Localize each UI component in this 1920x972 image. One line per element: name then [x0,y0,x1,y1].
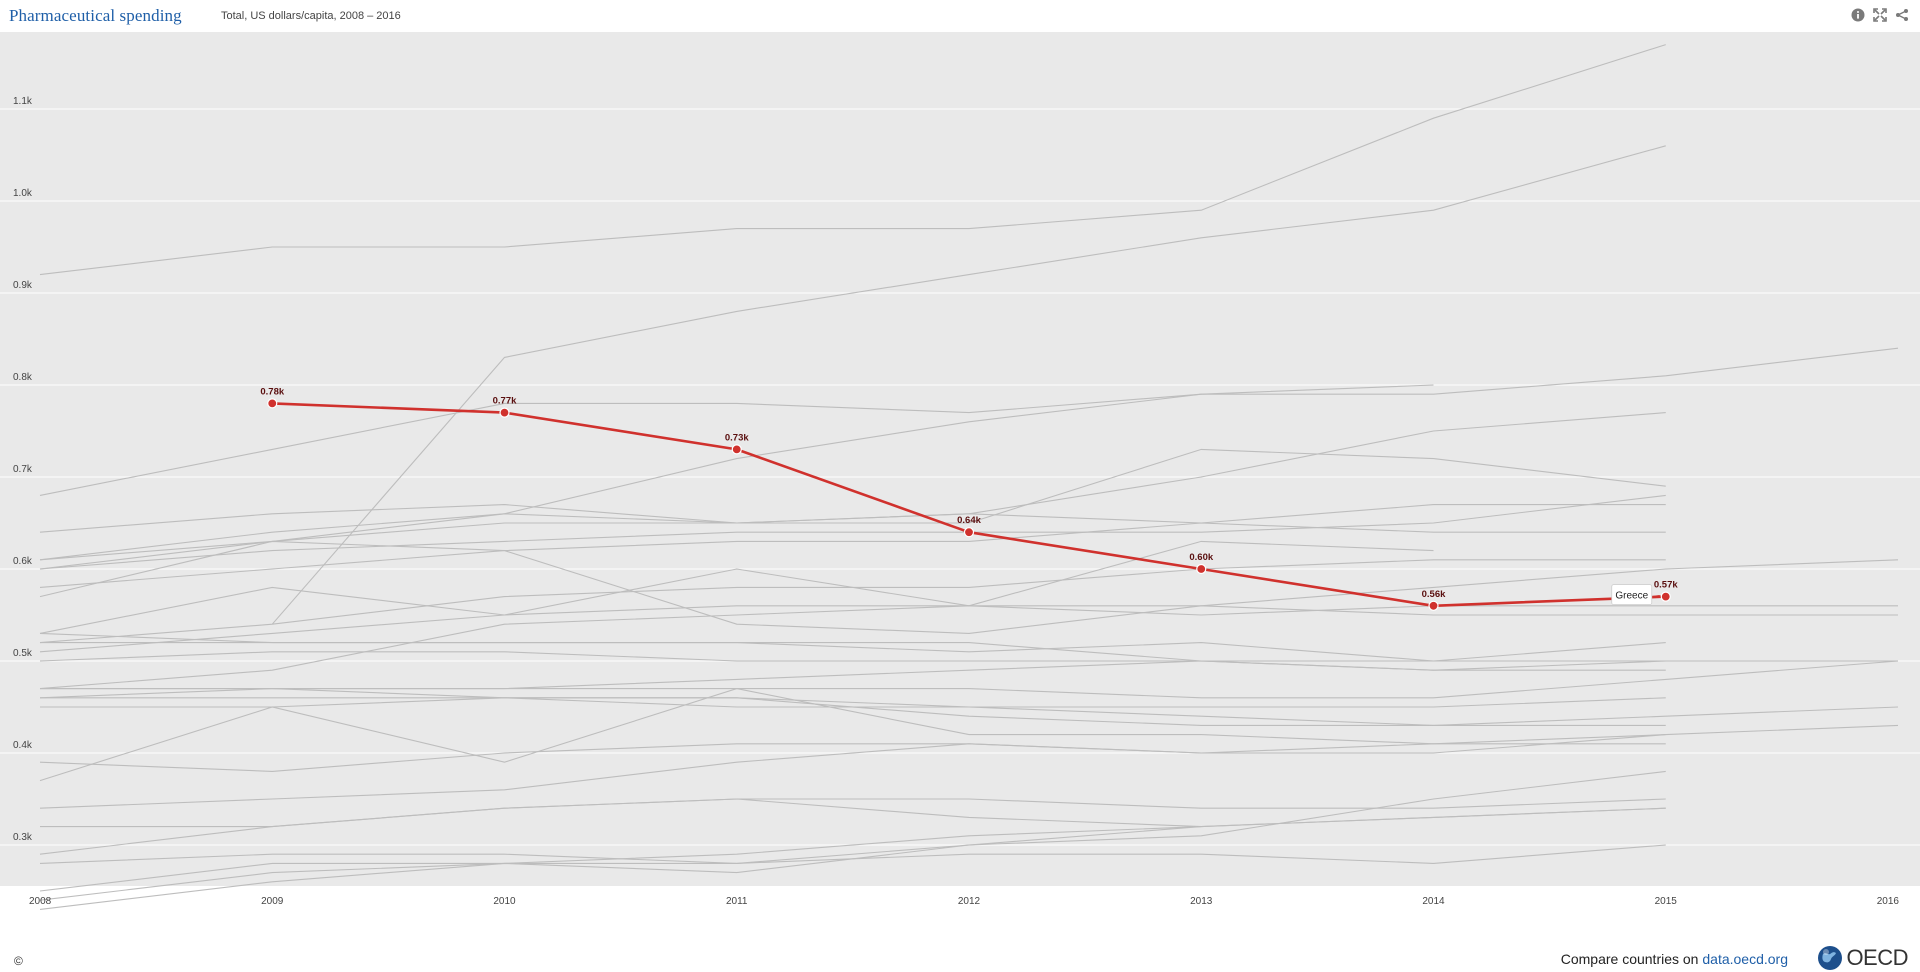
fullscreen-icon[interactable] [1872,7,1888,23]
y-tick-label: 0.5k [13,648,33,659]
chart-subtitle: Total, US dollars/capita, 2008 – 2016 [221,10,401,22]
series-line[interactable] [39,44,1666,276]
series-line[interactable] [39,347,1899,496]
data-label: 0.78k [260,386,284,397]
oecd-logo[interactable]: OECD [1817,945,1908,971]
header-toolbar [1850,7,1910,23]
info-icon[interactable] [1850,7,1866,23]
series-line[interactable] [39,448,1666,533]
highlight-point[interactable] [267,398,278,409]
y-tick-label: 0.9k [13,280,33,291]
x-tick-label: 2009 [261,896,284,907]
series-line[interactable] [39,688,1666,782]
data-label: 0.56k [1422,589,1446,600]
x-tick-label: 2013 [1190,896,1213,907]
series-line[interactable] [39,807,1666,901]
highlight-series: 0.78k 0.77k 0.73k 0.64k 0.60k 0.56k 0.57k Greec… [260,386,1678,611]
series-line[interactable] [40,697,1666,726]
y-tick-label: 1.1k [13,96,33,107]
series-line[interactable] [39,724,1899,809]
share-icon[interactable] [1894,7,1910,23]
data-label: 0.73k [725,432,749,443]
y-tick-label: 0.3k [13,832,33,843]
series-line[interactable] [39,770,1666,864]
highlight-point[interactable] [1428,600,1439,611]
x-tick-label: 2011 [726,896,748,907]
highlight-point[interactable] [499,407,510,418]
data-label: 0.64k [957,515,981,526]
line-chart: 0.3k 0.4k 0.5k 0.6k 0.7k 0.8k 0.9k 1.0k 1.1k 0.7… [0,32,1920,910]
y-tick-label: 0.7k [13,464,33,475]
series-line[interactable] [39,540,1434,634]
copyright-notice[interactable]: © [14,954,23,968]
chart-title: Pharmaceutical spending [9,6,182,25]
series-line[interactable] [39,559,1666,644]
y-tick-label: 0.6k [13,556,33,567]
data-label: 0.77k [493,396,517,407]
highlight-point[interactable] [731,444,742,455]
compare-countries: Compare countries on data.oecd.org [1561,951,1788,967]
highlight-point[interactable] [1660,591,1671,602]
series-line[interactable] [39,605,1898,690]
series-line[interactable] [39,826,1202,910]
x-tick-label: 2015 [1655,896,1678,907]
series-line[interactable] [271,145,1666,625]
series-line[interactable] [39,743,1666,772]
x-tick-label: 2016 [1877,896,1900,907]
oecd-wordmark: OECD [1846,945,1908,970]
series-line[interactable] [39,632,1898,662]
compare-prefix: Compare countries on [1560,951,1703,967]
x-axis-ticks: 2008 2009 2010 2011 2012 2013 2014 2015 2016 [29,896,1899,907]
x-tick-label: 2012 [958,896,981,907]
series-name-tag[interactable]: Greece [1611,584,1660,605]
x-tick-label: 2008 [29,896,52,907]
plot-area [0,32,1920,886]
y-tick-label: 1.0k [13,188,33,199]
x-tick-label: 2010 [493,896,516,907]
data-oecd-link[interactable]: data.oecd.org [1702,951,1788,967]
chart-footer: © Compare countries on data.oecd.org OEC… [0,944,1920,972]
highlight-point[interactable] [963,527,975,538]
data-label: 0.60k [1189,552,1213,563]
highlight-point[interactable] [1196,563,1207,575]
y-tick-label: 0.4k [13,740,33,751]
series-line[interactable] [39,494,1666,570]
y-tick-label: 0.8k [13,372,33,383]
x-tick-label: 2014 [1422,896,1445,907]
chart-header: Pharmaceutical spending Total, US dollar… [0,0,1920,32]
series-line[interactable] [39,540,1899,634]
background-series [39,44,1899,910]
series-line[interactable] [39,504,1666,561]
series-line[interactable] [40,697,1899,726]
series-line[interactable] [39,522,1666,588]
series-name-label: Greece [1615,591,1648,602]
globe-icon [1818,946,1843,970]
y-axis-ticks: 0.3k 0.4k 0.5k 0.6k 0.7k 0.8k 0.9k 1.0k 1.1k [13,96,33,843]
data-label: 0.57k [1654,580,1678,591]
series-line[interactable] [39,651,1898,671]
series-line[interactable] [39,660,1899,699]
